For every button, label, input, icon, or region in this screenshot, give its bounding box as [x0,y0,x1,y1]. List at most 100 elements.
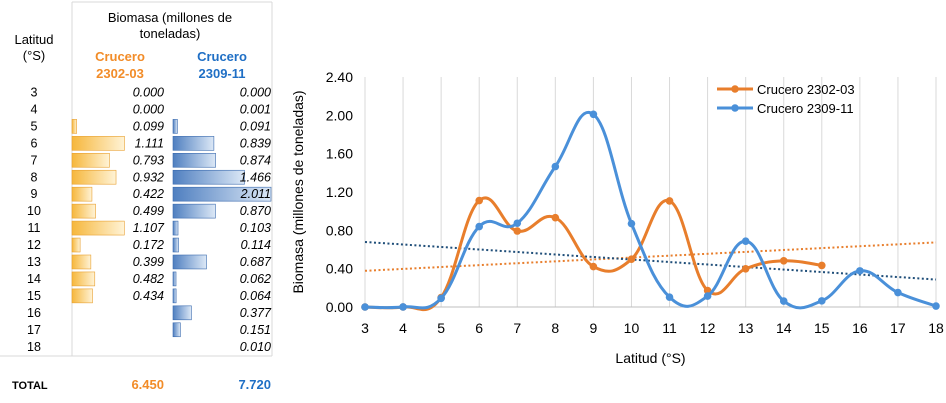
y-axis-ticks: 0.00 0.40 0.80 1.20 1.60 2.00 2.40 [326,69,353,315]
x-axis-ticks: 3 4 5 6 7 8 9 10 11 12 13 14 15 16 17 18 [361,320,944,336]
table-value-cruise-b: 0.151 [240,323,271,337]
legend-label: Crucero 2302-03 [757,82,855,97]
y-axis-label: Biomasa (millones de toneladas) [290,90,306,293]
x-tick-label: 3 [361,320,369,336]
data-point [551,162,560,171]
data-point [818,261,826,270]
table-value-cruise-b: 0.839 [240,136,271,150]
data-point [703,292,712,300]
data-point [818,297,826,305]
table-latitude: 8 [31,170,38,184]
x-tick-label: 14 [776,320,792,336]
x-tick-label: 10 [624,320,640,336]
table-latitude: 10 [27,204,41,218]
data-point [475,196,483,205]
table-value-cruise-b: 2.011 [240,187,271,201]
table-bar-cruise-b [172,288,177,304]
table-value-cruise-b: 0.062 [240,272,271,286]
table-bar-cruise-b [172,322,181,338]
table-value-cruise-b: 0.064 [240,289,271,303]
table-latitude: 5 [31,119,38,133]
table-value-cruise-a: 0.422 [133,187,164,201]
table-value-cruise-a: 0.000 [133,86,164,100]
table-value-cruise-a: 0.499 [133,204,164,218]
y-tick-label: 2.00 [326,107,353,123]
cruise-b-header-line1: Crucero [197,49,247,64]
table-value-cruise-b: 0.687 [240,255,272,269]
table-bar-cruise-a [71,237,81,253]
table-value-cruise-a: 0.793 [133,153,164,167]
table-latitude: 16 [27,306,41,320]
x-tick-label: 12 [700,320,716,336]
legend-label: Crucero 2309-11 [757,101,854,116]
table-bar-cruise-a [71,186,93,202]
total-cruise-b: 7.720 [238,377,271,392]
table-latitude: 7 [31,153,38,167]
table-bar-cruise-b [172,119,178,134]
y-tick-label: 1.60 [326,146,353,162]
table-bar-cruise-b [172,203,216,219]
legend-marker [731,104,739,112]
table-bar-cruise-a [71,119,77,134]
x-tick-label: 15 [814,320,830,336]
x-tick-label: 13 [738,320,754,336]
x-tick-label: 7 [513,320,521,336]
table-bar-cruise-a [71,288,93,304]
table-latitude: 14 [27,272,41,286]
data-point [665,197,674,205]
table-value-cruise-a: 1.111 [135,136,164,150]
table-latitude: 12 [27,238,41,252]
table-value-cruise-b: 0.114 [241,238,271,252]
table-value-cruise-b: 0.103 [240,221,271,235]
cruise-b-header-line2: 2309-11 [199,66,246,81]
data-point [741,264,750,273]
table-latitude: 15 [27,289,41,303]
table-latitude: 11 [28,221,41,235]
table-bar-cruise-a [71,203,96,219]
table-value-cruise-b: 0.091 [240,119,271,133]
data-point [665,293,674,301]
data-point [627,255,636,263]
x-axis-label: Latitud (°S) [615,350,685,366]
biomass-header-line1: Biomasa (millones de [108,10,232,25]
table-latitude: 13 [27,255,41,269]
cruise-a-header-line1: Crucero [95,49,145,64]
table-latitude: 18 [27,340,41,354]
table-bar-cruise-b [172,220,179,236]
data-point [513,219,522,228]
biomass-table: Latitud (°S) Biomasa (millones de tonela… [0,1,273,392]
table-value-cruise-a: 0.000 [133,102,164,116]
biomass-line-chart: 0.00 0.40 0.80 1.20 1.60 2.00 2.40 3 4 5 6 7 8 9 10 11… [290,69,944,366]
x-tick-label: 11 [662,320,677,336]
x-tick-label: 8 [551,320,559,336]
data-point [437,294,445,303]
table-value-cruise-b: 0.010 [240,340,271,354]
table-value-cruise-a: 0.434 [133,289,164,303]
cruise-a-header-line2: 2302-03 [96,66,144,81]
legend-marker [731,85,739,93]
table-bar-cruise-a [71,153,110,168]
y-tick-label: 2.40 [326,69,353,85]
x-tick-label: 17 [890,320,906,336]
table-latitude: 17 [27,323,41,337]
data-point [361,303,369,311]
table-latitude: 3 [31,86,38,100]
data-point [779,257,788,265]
x-tick-label: 18 [928,320,944,336]
y-tick-label: 1.20 [326,184,353,200]
table-bar-cruise-b [172,169,245,185]
data-point [932,302,940,310]
table-value-cruise-b: 0.001 [240,102,271,116]
table-value-cruise-b: 0.000 [240,86,271,100]
data-point [475,222,483,231]
table-bar-cruise-a [71,169,117,185]
table-value-cruise-b: 0.874 [240,153,271,167]
data-point [627,219,636,228]
latitude-header-line2: (°S) [23,48,46,63]
table-rows: 3 0.000 0.000 4 0.000 0.001 5 0.099 0.091 6 1.111 0… [27,86,272,354]
table-latitude: 6 [31,136,38,150]
data-point [894,288,902,297]
latitude-header-line1: Latitud [14,32,53,47]
x-tick-label: 9 [590,320,598,336]
table-latitude: 9 [31,187,38,201]
